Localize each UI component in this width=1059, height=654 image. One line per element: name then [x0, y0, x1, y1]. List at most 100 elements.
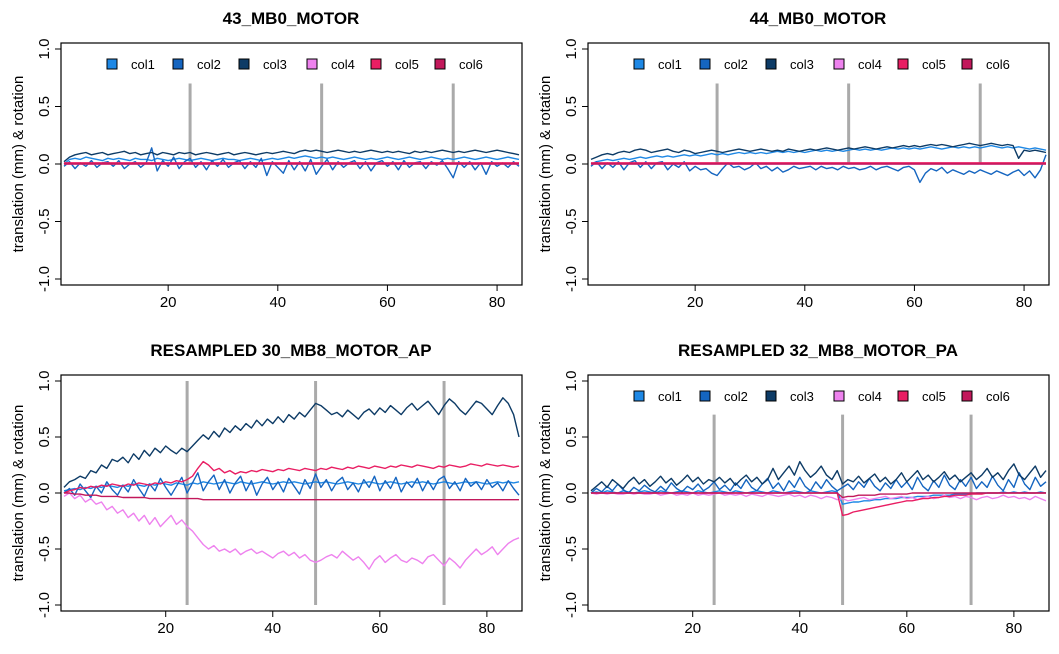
x-tick-label: 40: [791, 620, 808, 637]
y-tick-label: 0.5: [563, 427, 580, 448]
legend-label-col3: col3: [790, 389, 814, 404]
series-line-col2: [63, 472, 520, 499]
series-line-col3: [590, 460, 1047, 492]
series-line-col1: [590, 144, 1047, 165]
legend-label-col4: col4: [858, 57, 882, 72]
y-tick-label: 0.0: [36, 483, 53, 504]
legend-label-col1: col1: [658, 57, 682, 72]
x-tick-label: 40: [264, 620, 281, 637]
panel-3: RESAMPLED 30_MB8_MOTOR_AP 20 40 60 80 -1.0 -0.…: [10, 341, 523, 637]
y-tick-label: -0.5: [563, 209, 580, 235]
y-tick-label: -0.5: [36, 536, 53, 562]
series-line-col2: [63, 147, 520, 179]
legend-label-col6: col6: [986, 389, 1010, 404]
y-tick-label: 1.0: [36, 371, 53, 392]
legend-label-col2: col2: [197, 57, 221, 72]
y-tick-label: 0.5: [36, 96, 53, 117]
legend-swatch-col6: [961, 58, 973, 70]
legend-swatch-col4: [833, 390, 845, 402]
y-tick-label: -0.5: [36, 209, 53, 235]
series-line-col6: [64, 492, 519, 501]
legend-swatch-col1: [106, 58, 118, 70]
legend-swatch-col1: [633, 58, 645, 70]
y-axis-label: translation (mm) & rotation: [537, 76, 554, 253]
x-tick-label: 80: [1006, 620, 1023, 637]
chart-title: RESAMPLED 32_MB8_MOTOR_PA: [678, 341, 958, 360]
legend-swatch-col5: [370, 58, 382, 70]
y-tick-label: -0.5: [563, 536, 580, 562]
x-tick-label: 60: [371, 620, 388, 637]
panel-2: 44_MB0_MOTOR 20 40 60 80 -1.0 -0.5 0.0 0.5 1.0 tra…: [537, 9, 1050, 311]
legend-swatch-col2: [699, 58, 711, 70]
y-tick-label: 1.0: [36, 39, 53, 60]
legend-label-col5: col5: [395, 57, 419, 72]
legend-label-col4: col4: [858, 389, 882, 404]
x-tick-label: 60: [379, 294, 396, 311]
y-tick-label: 0.0: [563, 483, 580, 504]
legend-swatch-col4: [306, 58, 318, 70]
y-tick-label: 0.0: [563, 154, 580, 175]
plot-frame: [60, 374, 523, 612]
y-tick-label: 0.5: [563, 96, 580, 117]
y-tick-label: -1.0: [563, 266, 580, 292]
legend-swatch-col4: [833, 58, 845, 70]
x-tick-label: 80: [489, 294, 506, 311]
y-tick-label: -1.0: [36, 592, 53, 618]
legend-swatch-col2: [172, 58, 184, 70]
series-line-col3: [590, 142, 1047, 161]
x-tick-label: 60: [906, 294, 923, 311]
legend-label-col6: col6: [459, 57, 483, 72]
series-line-col2: [590, 154, 1047, 184]
chart-title: RESAMPLED 30_MB8_MOTOR_AP: [150, 341, 431, 360]
series-line-col4: [590, 492, 1047, 502]
series-line-col1: [63, 155, 520, 165]
legend-label-col2: col2: [724, 57, 748, 72]
legend-label-col5: col5: [922, 57, 946, 72]
legend-swatch-col3: [238, 58, 250, 70]
legend-swatch-col6: [961, 390, 973, 402]
y-axis-label: translation (mm) & rotation: [10, 405, 27, 582]
y-tick-label: 1.0: [563, 371, 580, 392]
x-tick-label: 20: [684, 620, 701, 637]
legend-label-col1: col1: [658, 389, 682, 404]
y-tick-label: 0.0: [36, 154, 53, 175]
legend-label-col4: col4: [331, 57, 355, 72]
x-tick-label: 20: [157, 620, 174, 637]
legend-label-col1: col1: [131, 57, 155, 72]
legend-label-col5: col5: [922, 389, 946, 404]
y-tick-label: -1.0: [36, 266, 53, 292]
series-line-col5: [63, 460, 520, 494]
legend-swatch-col3: [765, 390, 777, 402]
legend-label-col6: col6: [986, 57, 1010, 72]
chart-title: 44_MB0_MOTOR: [750, 9, 887, 28]
legend-swatch-col5: [897, 58, 909, 70]
x-tick-label: 40: [269, 294, 286, 311]
x-tick-label: 80: [479, 620, 496, 637]
x-tick-label: 20: [160, 294, 177, 311]
legend-swatch-col5: [897, 390, 909, 402]
panel-4: RESAMPLED 32_MB8_MOTOR_PA 20 40 60 80 -1.0 -0.…: [537, 341, 1050, 637]
x-tick-label: 60: [898, 620, 915, 637]
y-tick-label: 0.5: [36, 427, 53, 448]
legend-label-col3: col3: [790, 57, 814, 72]
y-axis-label: translation (mm) & rotation: [537, 405, 554, 582]
y-tick-label: -1.0: [563, 592, 580, 618]
legend-swatch-col3: [765, 58, 777, 70]
series-line-col3: [63, 149, 520, 163]
y-tick-label: 1.0: [563, 39, 580, 60]
x-tick-label: 80: [1016, 294, 1033, 311]
series-line-col6: [591, 492, 1046, 499]
x-tick-label: 40: [796, 294, 813, 311]
series-line-col3: [63, 397, 520, 488]
chart-title: 43_MB0_MOTOR: [223, 9, 360, 28]
legend-swatch-col1: [633, 390, 645, 402]
legend-swatch-col6: [434, 58, 446, 70]
panel-1: 43_MB0_MOTOR 20 40 60 80 -1.0 -0.5 0.0 0.5 1.0 tra…: [10, 9, 523, 311]
series-line-col4: [63, 492, 520, 570]
y-axis-label: translation (mm) & rotation: [10, 76, 27, 253]
legend-swatch-col2: [699, 390, 711, 402]
legend-label-col2: col2: [724, 389, 748, 404]
series-line-col5: [591, 492, 1046, 517]
series-line-col2: [590, 472, 1047, 494]
